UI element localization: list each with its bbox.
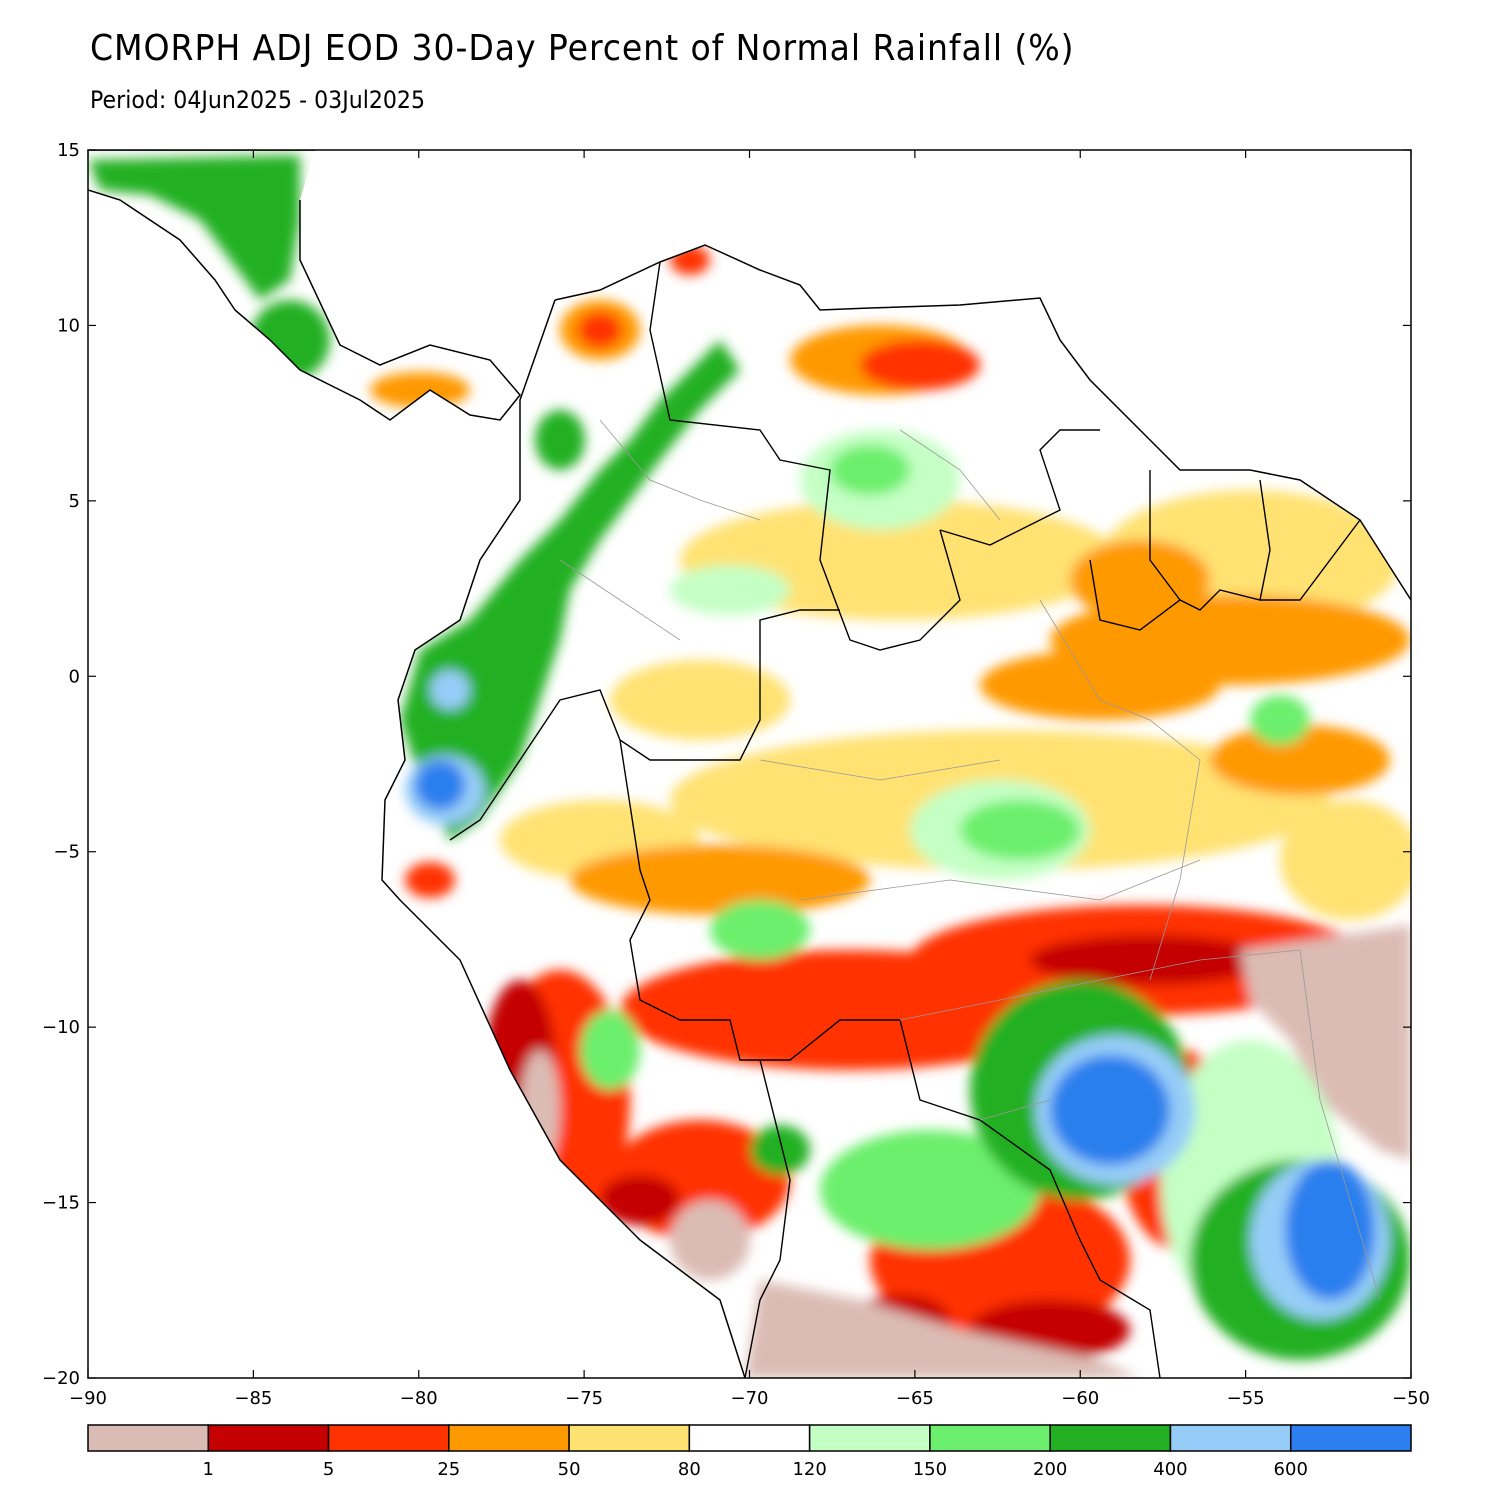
field-orange xyxy=(980,650,1220,720)
lat-tick-label: 10 xyxy=(57,315,80,336)
field-lt1 xyxy=(670,1200,750,1280)
field-darkgreen xyxy=(400,340,740,840)
colorbar-label: 200 xyxy=(1033,1459,1067,1480)
map-subtitle: Period: 04Jun2025 - 03Jul2025 xyxy=(90,86,426,114)
colorbar-swatch xyxy=(87,1424,210,1452)
field-red xyxy=(860,340,980,390)
legend-colorbar: 1 5 25 50 80 120 150 200 400 600 xyxy=(87,1424,1412,1480)
lat-tick-label: 5 xyxy=(69,491,80,512)
field-green xyxy=(580,1010,640,1090)
colorbar-label: 600 xyxy=(1274,1459,1308,1480)
coastline xyxy=(88,150,521,421)
colorbar-swatch xyxy=(808,1424,931,1452)
colorbar-label: 5 xyxy=(323,1459,334,1480)
field-blue xyxy=(1285,1160,1375,1300)
field-orange xyxy=(1070,540,1210,620)
lat-tick-label: −5 xyxy=(53,842,80,863)
field-green xyxy=(1250,695,1310,745)
field-orange xyxy=(570,845,870,915)
field-darkred xyxy=(1030,935,1270,985)
lon-tick-label: −80 xyxy=(400,1388,438,1409)
field-green xyxy=(830,445,910,495)
admin-borders xyxy=(559,419,1381,1301)
colorbar-swatch xyxy=(327,1424,450,1452)
lon-tick-label: −85 xyxy=(234,1388,272,1409)
lat-tick-label: −15 xyxy=(42,1193,80,1214)
map-title: CMORPH ADJ EOD 30-Day Percent of Normal … xyxy=(90,28,1075,69)
colorbar-swatch xyxy=(448,1424,570,1452)
colorbar-swatch xyxy=(1289,1424,1412,1452)
field-blue xyxy=(415,760,465,810)
colorbar-label: 400 xyxy=(1153,1459,1187,1480)
colorbar-label: 120 xyxy=(792,1459,826,1480)
field-lt1 xyxy=(1240,925,1411,1160)
map-axes: −90 −85 −80 −75 −70 −65 −60 −55 −50 15 10 5 0 −5 −10 −1… xyxy=(42,140,1430,1409)
lat-tick-label: −20 xyxy=(42,1368,80,1389)
coastline xyxy=(381,244,1411,1378)
field-darkgreen xyxy=(535,410,585,470)
lat-tick-label: −10 xyxy=(42,1017,80,1038)
field-green xyxy=(710,900,810,960)
colorbar-label: 25 xyxy=(437,1459,460,1480)
field-yellow xyxy=(1280,800,1411,920)
lon-tick-label: −60 xyxy=(1061,1388,1099,1409)
lon-tick-label: −75 xyxy=(565,1388,603,1409)
field-darkgreen xyxy=(88,155,300,300)
lat-tick-label: 15 xyxy=(57,140,80,161)
colorbar-swatch xyxy=(929,1424,1051,1452)
lon-tick-label: −70 xyxy=(731,1388,769,1409)
colorbar-swatch xyxy=(688,1424,811,1452)
field-orange xyxy=(1210,725,1390,795)
lon-tick-label: −55 xyxy=(1227,1388,1265,1409)
lat-tick-label: 0 xyxy=(69,666,80,687)
field-green xyxy=(820,1130,1040,1250)
colorbar-label: 50 xyxy=(558,1459,581,1480)
field-green xyxy=(960,800,1080,860)
colorbar-swatch xyxy=(207,1424,330,1452)
colorbar-label: 1 xyxy=(203,1459,214,1480)
colorbar-label: 80 xyxy=(678,1459,701,1480)
lon-tick-label: −90 xyxy=(69,1388,107,1409)
field-lightgreen xyxy=(670,565,790,615)
field-yellow xyxy=(610,660,790,740)
lon-tick-label: −65 xyxy=(896,1388,934,1409)
field-darkgreen xyxy=(750,1125,810,1175)
field-red xyxy=(405,862,455,898)
colorbar-swatch xyxy=(1049,1424,1172,1452)
field-blue xyxy=(1050,1055,1170,1165)
colorbar-label: 150 xyxy=(913,1459,947,1480)
national-borders xyxy=(449,261,1361,1378)
field-darkred xyxy=(600,1175,680,1225)
colorbar-swatch xyxy=(568,1424,691,1452)
colorbar-swatch xyxy=(1169,1424,1292,1452)
field-red xyxy=(578,312,622,348)
lon-tick-label: −50 xyxy=(1392,1388,1430,1409)
field-lightblue xyxy=(430,670,470,710)
field-lt1 xyxy=(745,1280,1140,1378)
